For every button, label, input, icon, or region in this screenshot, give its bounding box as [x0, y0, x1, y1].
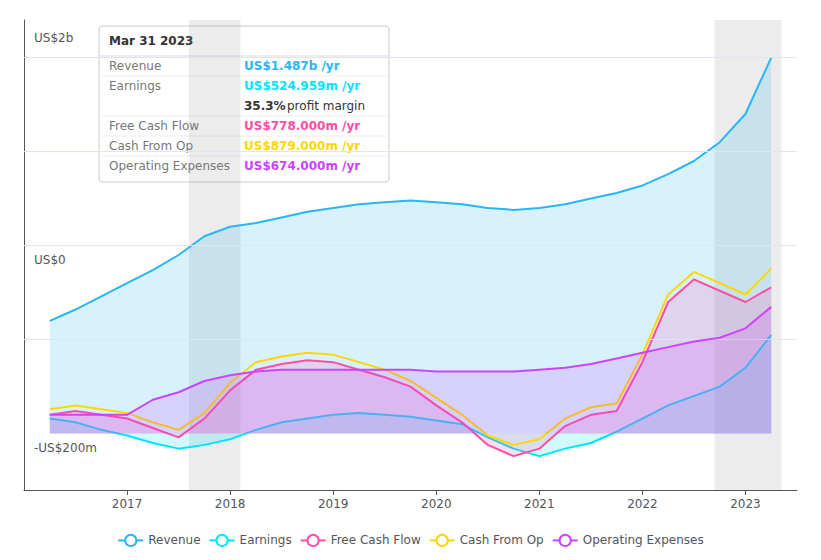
svg-text:US$2b: US$2b: [34, 31, 73, 45]
svg-text:2017: 2017: [112, 497, 143, 511]
svg-text:Free Cash Flow: Free Cash Flow: [331, 533, 421, 547]
svg-text:2022: 2022: [627, 497, 658, 511]
svg-text:US$879.000m /yr: US$879.000m /yr: [244, 139, 360, 153]
svg-text:-US$200m: -US$200m: [34, 441, 97, 455]
svg-text:Free Cash Flow: Free Cash Flow: [109, 119, 199, 133]
svg-text:2019: 2019: [318, 497, 349, 511]
svg-text:profit margin: profit margin: [287, 99, 365, 113]
svg-text:US$1.487b /yr: US$1.487b /yr: [244, 59, 340, 73]
svg-text:US$778.000m /yr: US$778.000m /yr: [244, 119, 360, 133]
svg-text:Mar 31 2023: Mar 31 2023: [109, 34, 193, 48]
svg-text:US$524.959m /yr: US$524.959m /yr: [244, 79, 360, 93]
svg-text:Cash From Op: Cash From Op: [460, 533, 544, 547]
svg-text:Operating Expenses: Operating Expenses: [583, 533, 704, 547]
svg-text:Revenue: Revenue: [148, 533, 200, 547]
svg-text:2020: 2020: [421, 497, 452, 511]
svg-text:Revenue: Revenue: [109, 59, 161, 73]
svg-text:Operating Expenses: Operating Expenses: [109, 159, 230, 173]
svg-text:Cash From Op: Cash From Op: [109, 139, 193, 153]
svg-text:US$0: US$0: [34, 253, 66, 267]
svg-text:Earnings: Earnings: [240, 533, 292, 547]
svg-text:2021: 2021: [524, 497, 555, 511]
svg-text:2018: 2018: [215, 497, 246, 511]
svg-text:US$674.000m /yr: US$674.000m /yr: [244, 159, 360, 173]
svg-text:Earnings: Earnings: [109, 79, 161, 93]
svg-text:35.3%: 35.3%: [244, 99, 286, 113]
svg-text:2023: 2023: [730, 497, 761, 511]
